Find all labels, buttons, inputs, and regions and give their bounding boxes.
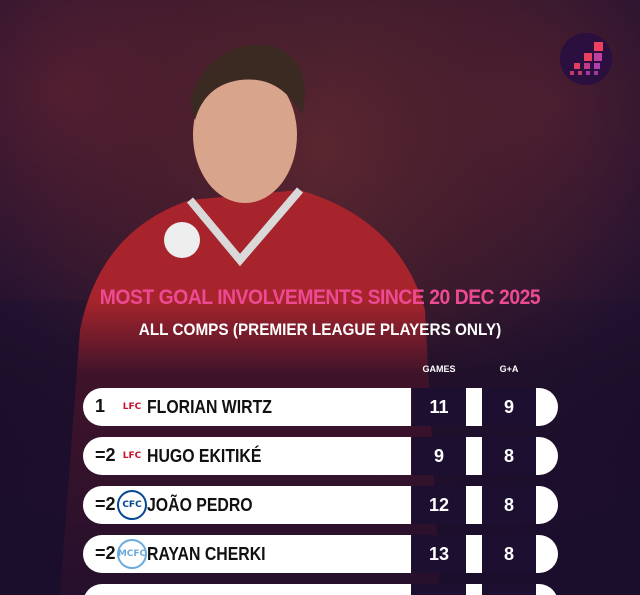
mancity-crest-icon: MCFC bbox=[117, 539, 147, 569]
header-ga: G+A bbox=[499, 364, 519, 374]
table-row: 1 LFC FLORIAN WIRTZ 11 9 bbox=[83, 388, 559, 426]
rank: =2 bbox=[95, 543, 116, 563]
liverpool-crest-icon: LFC bbox=[122, 451, 142, 461]
liverpool-crest-icon: LFC bbox=[122, 402, 142, 412]
chelsea-crest-icon: CFC bbox=[117, 490, 147, 520]
rank: =2 bbox=[95, 494, 116, 514]
brand-logo-icon bbox=[560, 33, 612, 85]
ga-value: 8 bbox=[482, 535, 536, 573]
player-name: JOÃO PEDRO bbox=[147, 495, 253, 515]
table-row: =2 CFC JOÃO PEDRO 12 8 bbox=[83, 486, 559, 524]
row-end-cap bbox=[536, 437, 558, 475]
games-value: 11 bbox=[412, 388, 466, 426]
games-value: 13 bbox=[412, 535, 466, 573]
table-row: =2 LFC HUGO EKITIKÉ 9 8 bbox=[83, 437, 559, 475]
row-end-cap bbox=[536, 486, 558, 524]
header-games: GAMES bbox=[422, 364, 456, 374]
chart-title: MOST GOAL INVOLVEMENTS SINCE 20 DEC 2025 bbox=[99, 286, 541, 309]
ga-value: 9 bbox=[482, 388, 536, 426]
ga-value: 8 bbox=[482, 486, 536, 524]
divider bbox=[466, 437, 482, 475]
games-value: 9 bbox=[412, 437, 466, 475]
divider bbox=[466, 388, 482, 426]
divider bbox=[466, 486, 482, 524]
table-row: =2 MCFC RAYAN CHERKI 13 8 bbox=[83, 535, 559, 573]
row-end-cap bbox=[536, 388, 558, 426]
player-name: FLORIAN WIRTZ bbox=[147, 397, 272, 417]
games-value: 12 bbox=[412, 486, 466, 524]
rank: 1 bbox=[95, 396, 106, 416]
chart-subtitle: ALL COMPS (PREMIER LEAGUE PLAYERS ONLY) bbox=[138, 320, 502, 339]
name-bar bbox=[83, 388, 411, 426]
player-name: RAYAN CHERKI bbox=[147, 544, 266, 564]
divider bbox=[466, 535, 482, 573]
player-name: HUGO EKITIKÉ bbox=[147, 446, 262, 466]
rank: =2 bbox=[95, 445, 116, 465]
row-end-cap bbox=[536, 535, 558, 573]
table-row-partial bbox=[83, 584, 559, 595]
name-bar bbox=[83, 437, 411, 475]
ga-value: 8 bbox=[482, 437, 536, 475]
